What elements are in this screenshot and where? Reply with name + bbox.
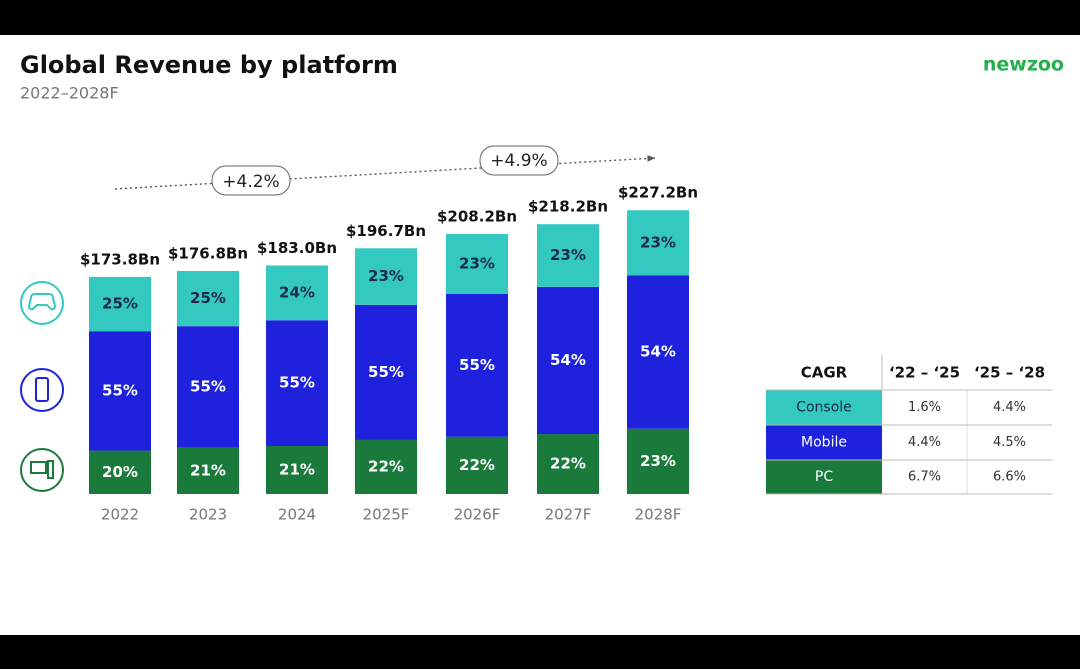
annotation-pill xyxy=(211,165,291,196)
bar-segment xyxy=(355,248,417,305)
bar-segment xyxy=(446,293,508,437)
monitor xyxy=(30,461,47,474)
segment-label: 23% xyxy=(640,452,676,470)
segment-label: 21% xyxy=(279,461,315,479)
segment-label: 23% xyxy=(459,254,495,272)
total-label: $196.7Bn xyxy=(346,222,426,240)
pc-icon xyxy=(20,448,64,492)
table-cell: 4.4% xyxy=(993,400,1026,415)
bar-segment xyxy=(266,446,328,494)
segment-label: 55% xyxy=(279,374,315,392)
segment-label: 20% xyxy=(102,463,138,481)
segment-label: 22% xyxy=(368,457,404,475)
bar-segment xyxy=(537,434,599,494)
row-label: PC xyxy=(815,469,833,485)
segment-label: 24% xyxy=(279,283,315,301)
row-label-cell xyxy=(766,390,882,425)
segment-label: 54% xyxy=(640,343,676,361)
bar-segment xyxy=(89,331,151,451)
logo: newzoo xyxy=(983,54,1064,76)
table-cell: 6.7% xyxy=(908,470,941,485)
segment-label: 55% xyxy=(368,363,404,381)
bar-segment xyxy=(627,428,689,494)
segment-label: 22% xyxy=(459,456,495,474)
bar-segment xyxy=(627,275,689,429)
bar-segment xyxy=(355,304,417,440)
chart-subtitle: 2022–2028F xyxy=(20,84,119,103)
total-label: $173.8Bn xyxy=(80,250,160,268)
table-cell: 6.6% xyxy=(993,470,1026,485)
annotation: +4.9% xyxy=(490,151,547,171)
row-label-cell xyxy=(766,425,882,460)
total-label: $227.2Bn xyxy=(618,184,698,202)
bar-segment xyxy=(266,320,328,447)
table-cell: 4.4% xyxy=(908,435,941,450)
row-label: Mobile xyxy=(801,435,847,451)
segment-label: 54% xyxy=(550,351,586,369)
segment-label: 25% xyxy=(102,295,138,313)
bar-segment xyxy=(177,447,239,494)
bar-segment xyxy=(446,436,508,494)
segment-label: 23% xyxy=(640,233,676,251)
bottom-band xyxy=(0,635,1080,669)
total-label: $208.2Bn xyxy=(437,207,517,225)
segment-label: 55% xyxy=(190,377,226,395)
bar-segment xyxy=(537,224,599,287)
bar-segment xyxy=(89,276,151,332)
table-cell: 1.6% xyxy=(908,400,941,415)
segment-label: 23% xyxy=(368,267,404,285)
segment-label: 23% xyxy=(550,246,586,264)
x-tick-label: 2028F xyxy=(635,506,682,524)
total-label: $176.8Bn xyxy=(168,244,248,262)
bar-segment xyxy=(177,326,239,448)
tower xyxy=(47,460,54,479)
gamepad xyxy=(27,293,57,311)
table-header: CAGR xyxy=(801,364,848,382)
row-label-cell xyxy=(766,460,882,494)
x-tick-label: 2023 xyxy=(189,506,227,524)
bar-segment xyxy=(89,450,151,494)
segment-label: 22% xyxy=(550,455,586,473)
segment-label: 25% xyxy=(190,289,226,307)
segment-label: 21% xyxy=(190,461,226,479)
table-header: ‘25 – ‘28 xyxy=(974,364,1045,382)
top-band xyxy=(0,0,1080,35)
x-tick-label: 2024 xyxy=(278,506,316,524)
mobile-icon xyxy=(20,368,64,412)
segment-label: 55% xyxy=(102,381,138,399)
bar-segment xyxy=(446,233,508,294)
table-header: ‘22 – ‘25 xyxy=(889,364,960,382)
total-label: $218.2Bn xyxy=(528,198,608,216)
trend-arrow xyxy=(114,155,656,190)
bar-segment xyxy=(537,286,599,435)
annotation-pill xyxy=(479,145,559,176)
bar-segment xyxy=(177,270,239,327)
console-icon xyxy=(20,281,64,325)
x-tick-label: 2022 xyxy=(101,506,139,524)
bar-segment xyxy=(355,439,417,494)
x-tick-label: 2026F xyxy=(454,506,501,524)
annotation: +4.2% xyxy=(222,172,279,192)
bar-segment xyxy=(627,210,689,276)
table-cell: 4.5% xyxy=(993,435,1026,450)
x-tick-label: 2027F xyxy=(545,506,592,524)
bar-segment xyxy=(266,265,328,321)
row-label: Console xyxy=(796,400,852,416)
x-tick-label: 2025F xyxy=(363,506,410,524)
icons xyxy=(20,281,64,492)
chart-title: Global Revenue by platform xyxy=(20,51,398,79)
total-label: $183.0Bn xyxy=(257,239,337,257)
phone xyxy=(35,377,49,402)
segment-label: 55% xyxy=(459,356,495,374)
